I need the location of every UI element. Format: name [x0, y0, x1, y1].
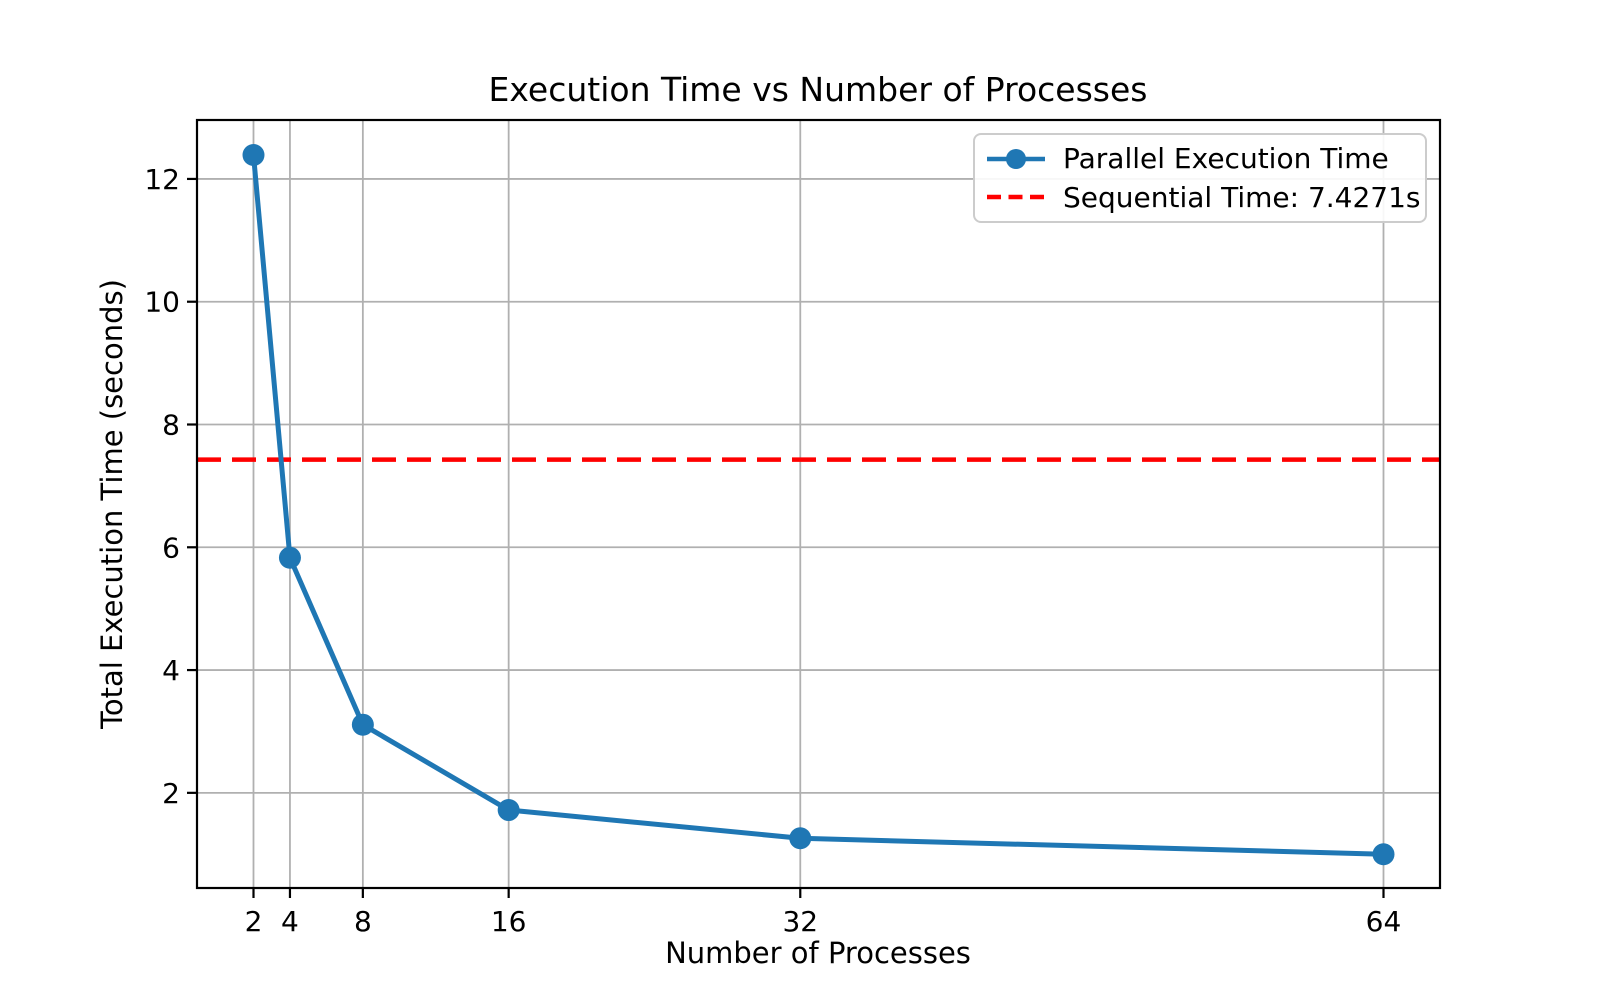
- x-tick-label: 32: [782, 905, 818, 938]
- legend-line-marker-swatch: [987, 148, 1045, 169]
- plot-border: [195, 118, 1442, 890]
- y-tick-label: 2: [162, 777, 180, 810]
- data-point-marker: [789, 827, 812, 850]
- data-point-marker: [351, 713, 374, 736]
- x-tick-label: 64: [1366, 905, 1402, 938]
- legend: Parallel Execution Time Sequential Time:…: [973, 133, 1427, 223]
- legend-dashed-swatch: [987, 194, 1045, 200]
- x-tick-label: 4: [281, 905, 299, 938]
- legend-label-parallel: Parallel Execution Time: [1063, 142, 1389, 176]
- x-tick-label: 16: [491, 905, 527, 938]
- y-tick-label: 12: [144, 163, 180, 196]
- legend-circle-marker-icon: [1006, 148, 1026, 169]
- x-axis-label: Number of Processes: [665, 936, 971, 970]
- x-tick-label: 2: [245, 905, 263, 938]
- legend-item-sequential: Sequential Time: 7.4271s: [985, 181, 1421, 214]
- y-tick-label: 4: [162, 654, 180, 687]
- data-point-marker: [278, 546, 301, 569]
- y-tick-label: 6: [162, 531, 180, 564]
- data-point-marker: [1372, 843, 1395, 866]
- data-point-marker: [497, 799, 520, 822]
- x-tick-label: 8: [354, 905, 372, 938]
- y-tick-label: 8: [162, 408, 180, 441]
- legend-label-sequential: Sequential Time: 7.4271s: [1063, 180, 1421, 214]
- y-axis-label: Total Execution Time (seconds): [95, 279, 129, 729]
- data-point-marker: [242, 143, 265, 166]
- legend-item-parallel: Parallel Execution Time: [985, 142, 1415, 175]
- parallel-time-line: [251, 152, 1386, 857]
- chart-title: Execution Time vs Number of Processes: [488, 70, 1148, 109]
- y-tick-label: 10: [144, 286, 180, 319]
